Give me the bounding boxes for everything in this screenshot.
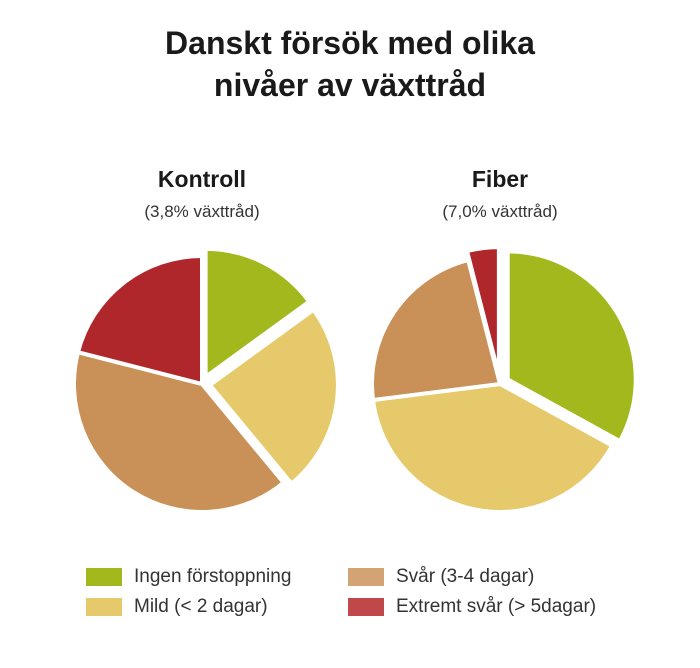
legend-label-ingen: Ingen förstoppning xyxy=(134,566,292,587)
chart-title: Danskt försök med olika nivåer av växttr… xyxy=(0,22,700,106)
chart-title-line-2: nivåer av växttråd xyxy=(213,67,487,103)
pie-kontroll-slice-svar xyxy=(72,350,286,514)
pie-fiber-slice-mild xyxy=(371,382,615,514)
pie-fiber xyxy=(370,245,638,514)
pie-kontroll-title: Kontroll xyxy=(157,166,247,192)
pie-kontroll xyxy=(72,246,340,514)
pie-fiber-slice-extremt xyxy=(465,245,501,378)
legend-swatch-mild xyxy=(86,598,122,616)
legend-item-mild: Mild (< 2 dagar) xyxy=(86,596,268,618)
legend-swatch-extremt xyxy=(348,598,384,616)
legend-item-ingen: Ingen förstoppning xyxy=(86,566,291,588)
pie-kontroll-subtitle: (3,8% växttråd) xyxy=(144,202,260,221)
legend-label-mild: Mild (< 2 dagar) xyxy=(134,596,268,617)
pie-kontroll-slice-mild xyxy=(207,307,340,486)
chart-title-line-1: Danskt försök med olika xyxy=(165,25,535,61)
pie-kontroll-slice-extremt xyxy=(76,254,204,386)
legend-swatch-svar xyxy=(348,568,384,586)
legend-label-svar: Svår (3-4 dagar) xyxy=(396,566,535,587)
legend-item-extremt: Extremt svår (> 5dagar) xyxy=(348,596,596,618)
legend-label-extremt: Extremt svår (> 5dagar) xyxy=(396,596,597,617)
pie-fiber-title: Fiber xyxy=(471,166,529,192)
pie-kontroll-slice-ingen xyxy=(203,246,312,379)
pie-fiber-slice-svar xyxy=(370,258,502,403)
pie-fiber-subtitle: (7,0% växttråd) xyxy=(442,202,558,221)
legend-swatch-ingen xyxy=(86,568,122,586)
legend-item-svar: Svår (3-4 dagar) xyxy=(348,566,534,588)
pie-fiber-slice-ingen xyxy=(505,249,638,444)
